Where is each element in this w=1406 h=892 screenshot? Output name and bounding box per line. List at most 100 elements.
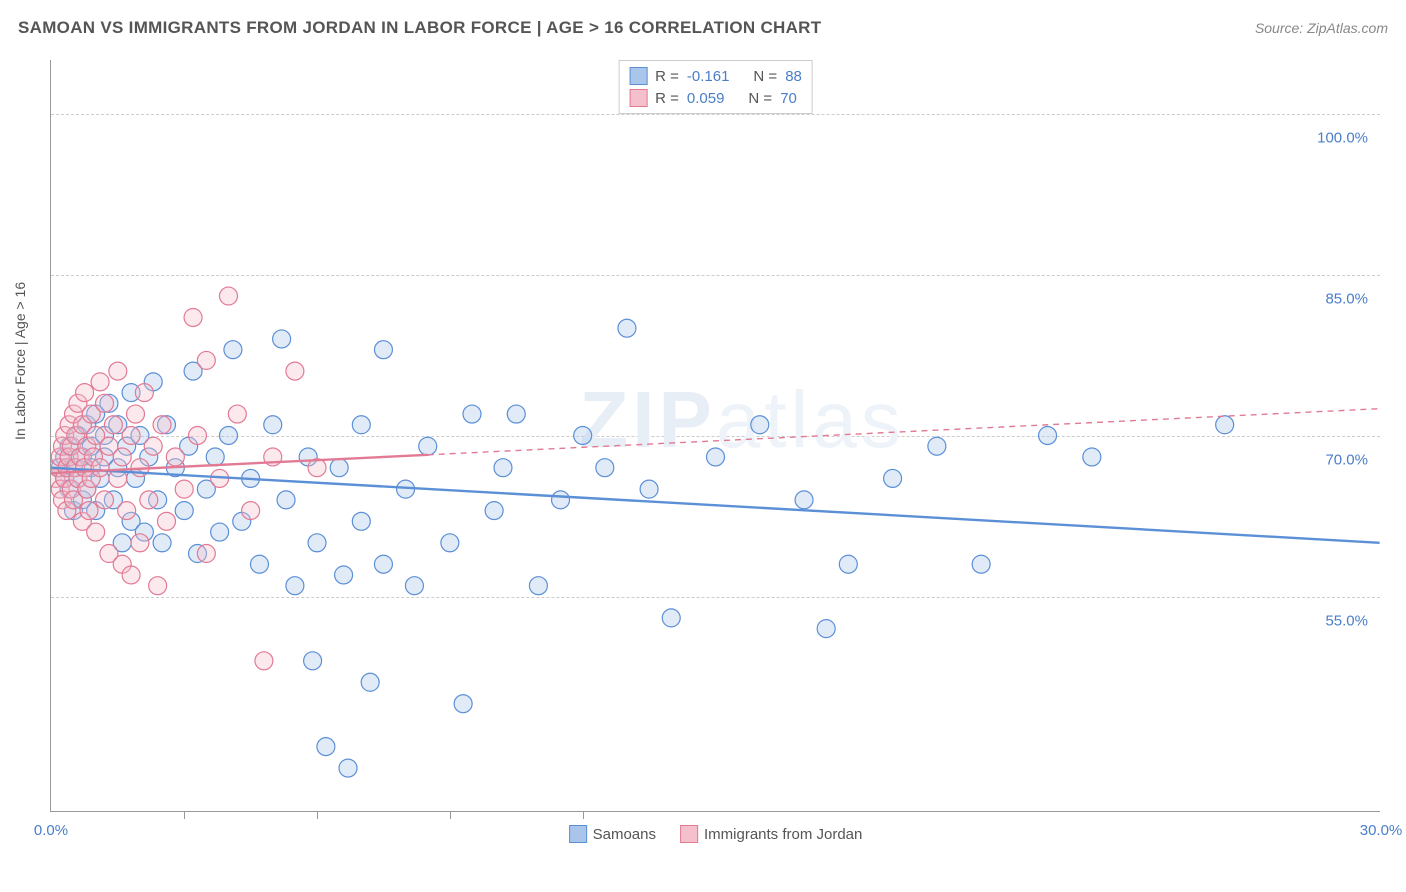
data-point [91, 459, 109, 477]
legend-swatch [629, 67, 647, 85]
data-point [454, 695, 472, 713]
chart-title: SAMOAN VS IMMIGRANTS FROM JORDAN IN LABO… [18, 18, 821, 38]
data-point [374, 555, 392, 573]
data-point [96, 491, 114, 509]
data-point [374, 341, 392, 359]
data-point [361, 673, 379, 691]
data-point [104, 416, 122, 434]
data-point [339, 759, 357, 777]
legend-swatch [680, 825, 698, 843]
x-tick-label: 0.0% [34, 822, 68, 839]
data-point [224, 341, 242, 359]
data-point [197, 351, 215, 369]
data-point [250, 555, 268, 573]
data-point [135, 384, 153, 402]
legend-n-label: N = [753, 68, 777, 85]
series-legend-label: Samoans [593, 826, 656, 843]
data-point [707, 448, 725, 466]
data-point [80, 502, 98, 520]
data-point [817, 620, 835, 638]
x-tick [317, 811, 318, 819]
data-point [277, 491, 295, 509]
data-point [352, 512, 370, 530]
x-tick [184, 811, 185, 819]
source-label: Source: ZipAtlas.com [1255, 20, 1388, 36]
data-point [304, 652, 322, 670]
data-point [175, 502, 193, 520]
legend-swatch [569, 825, 587, 843]
data-point [574, 427, 592, 445]
legend-r-label: R = [655, 68, 679, 85]
legend-n-value: 88 [785, 68, 802, 85]
data-point [419, 437, 437, 455]
data-point [286, 362, 304, 380]
data-point [118, 502, 136, 520]
plot-area: ZIPatlas 55.0%70.0%85.0%100.0% 0.0%30.0%… [50, 60, 1380, 812]
data-point [242, 502, 260, 520]
data-point [149, 577, 167, 595]
legend-swatch [629, 89, 647, 107]
data-point [219, 287, 237, 305]
data-point [507, 405, 525, 423]
data-point [184, 308, 202, 326]
data-point [839, 555, 857, 573]
data-point [640, 480, 658, 498]
data-point [175, 480, 193, 498]
correlation-legend: R =-0.161N =88R =0.059N =70 [618, 60, 813, 114]
data-point [96, 394, 114, 412]
data-point [255, 652, 273, 670]
title-bar: SAMOAN VS IMMIGRANTS FROM JORDAN IN LABO… [18, 18, 1388, 38]
scatter-svg [51, 60, 1380, 811]
data-point [122, 427, 140, 445]
legend-r-value: -0.161 [687, 68, 730, 85]
data-point [463, 405, 481, 423]
data-point [113, 448, 131, 466]
data-point [352, 416, 370, 434]
data-point [286, 577, 304, 595]
data-point [485, 502, 503, 520]
data-point [330, 459, 348, 477]
data-point [494, 459, 512, 477]
data-point [228, 405, 246, 423]
data-point [795, 491, 813, 509]
data-point [1216, 416, 1234, 434]
data-point [153, 534, 171, 552]
data-point [273, 330, 291, 348]
data-point [618, 319, 636, 337]
data-point [166, 448, 184, 466]
data-point [206, 448, 224, 466]
data-point [87, 523, 105, 541]
data-point [197, 545, 215, 563]
data-point [127, 405, 145, 423]
series-legend-label: Immigrants from Jordan [704, 826, 862, 843]
data-point [76, 384, 94, 402]
data-point [308, 534, 326, 552]
data-point [928, 437, 946, 455]
data-point [219, 427, 237, 445]
series-legend-item: Samoans [569, 825, 656, 843]
x-tick-label: 30.0% [1360, 822, 1403, 839]
series-legend-item: Immigrants from Jordan [680, 825, 862, 843]
data-point [335, 566, 353, 584]
data-point [109, 362, 127, 380]
data-point [264, 416, 282, 434]
data-point [405, 577, 423, 595]
data-point [140, 491, 158, 509]
chart-container: SAMOAN VS IMMIGRANTS FROM JORDAN IN LABO… [0, 0, 1406, 892]
data-point [1083, 448, 1101, 466]
x-tick [583, 811, 584, 819]
data-point [441, 534, 459, 552]
data-point [122, 566, 140, 584]
data-point [751, 416, 769, 434]
data-point [529, 577, 547, 595]
x-tick [450, 811, 451, 819]
data-point [91, 373, 109, 391]
series-legend: Samoans Immigrants from Jordan [569, 825, 863, 843]
data-point [1039, 427, 1057, 445]
data-point [317, 738, 335, 756]
legend-r-label: R = [655, 90, 679, 107]
data-point [211, 523, 229, 541]
correlation-legend-row: R = -0.161 N = 88 [629, 65, 802, 87]
data-point [552, 491, 570, 509]
data-point [158, 512, 176, 530]
